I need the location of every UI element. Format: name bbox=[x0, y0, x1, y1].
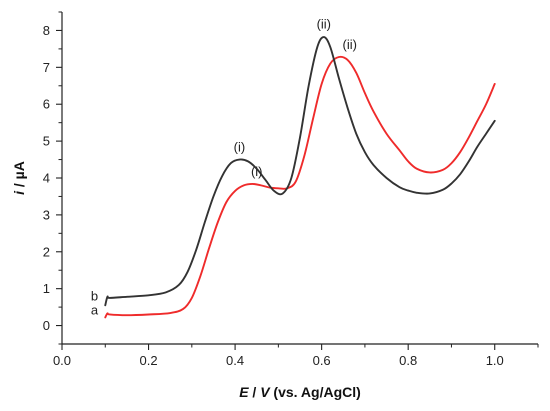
y-axis-title: i / µA bbox=[11, 161, 27, 195]
y-tick-label: 8 bbox=[43, 23, 50, 38]
x-tick-label: 0.8 bbox=[399, 353, 417, 368]
x-tick-label: 0.2 bbox=[140, 353, 158, 368]
x-tick-label: 0.4 bbox=[226, 353, 244, 368]
y-tick-label: 6 bbox=[43, 97, 50, 112]
series-line-a bbox=[104, 55, 496, 319]
y-tick-label: 7 bbox=[43, 60, 50, 75]
tick-labels: 0.0 0.2 0.4 0.6 0.8 1.0 0 1 2 3 4 5 6 7 8 bbox=[43, 23, 504, 368]
annotation: (ii) bbox=[317, 17, 331, 32]
x-axis-title: E / V (vs. Ag/AgCl) bbox=[239, 384, 361, 400]
axes bbox=[61, 12, 538, 345]
x-tick-label: 0.6 bbox=[313, 353, 331, 368]
series-line-b bbox=[104, 36, 496, 307]
annotation: (i) bbox=[251, 164, 263, 179]
x-tick-label: 1.0 bbox=[486, 353, 504, 368]
y-tick-label: 1 bbox=[43, 281, 50, 296]
y-tick-label: 4 bbox=[43, 171, 50, 186]
y-tick-label: 0 bbox=[43, 318, 50, 333]
y-tick-label: 5 bbox=[43, 134, 50, 149]
annotation: a bbox=[91, 302, 99, 317]
y-tick-label: 2 bbox=[43, 244, 50, 259]
x-tick-label: 0.0 bbox=[53, 353, 71, 368]
annotations: (i) (i) (ii) (ii) ba bbox=[91, 17, 357, 318]
annotation: (ii) bbox=[343, 37, 357, 52]
ticks bbox=[56, 11, 539, 350]
y-tick-label: 3 bbox=[43, 207, 50, 222]
annotation: (i) bbox=[234, 139, 246, 154]
series bbox=[104, 36, 496, 319]
annotation: b bbox=[91, 288, 98, 303]
